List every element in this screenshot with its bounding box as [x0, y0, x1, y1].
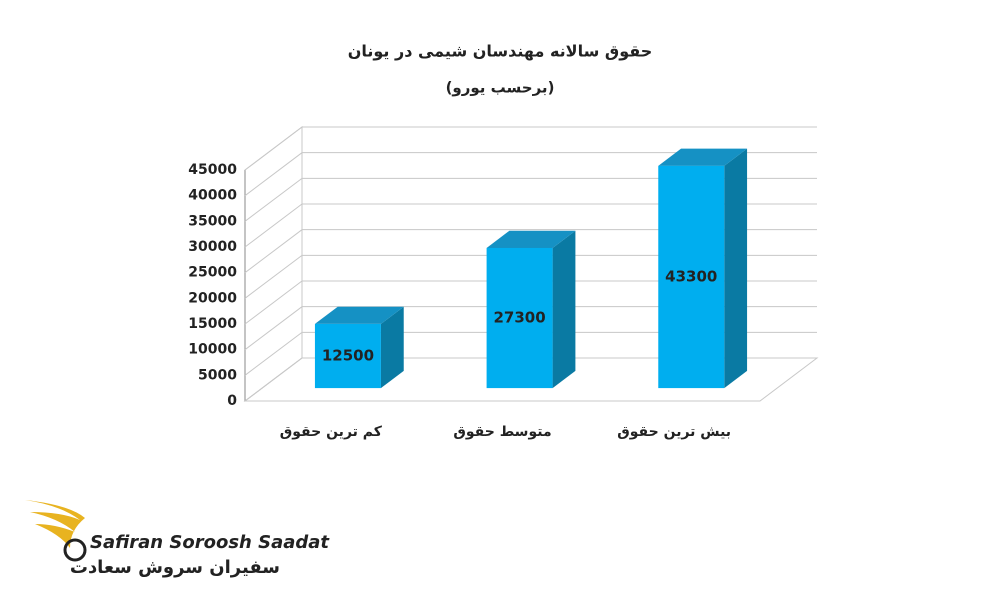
chart-title: حقوق سالانه مهندسان شیمی در یونان — [348, 42, 653, 61]
y-tick-label: 15000 — [188, 316, 237, 332]
y-tick-label: 30000 — [188, 239, 237, 255]
grid-line — [244, 203, 817, 248]
value-label: 43300 — [665, 267, 717, 285]
y-tick-label: 20000 — [188, 290, 237, 306]
x-tick-label: متوسط حقوق — [453, 424, 551, 440]
chart-subtitle: (برحسب یورو) — [446, 79, 555, 97]
left-wall — [244, 125, 303, 403]
value-label: 12500 — [322, 347, 374, 365]
bar-side — [552, 230, 576, 389]
grid-line — [244, 280, 817, 325]
y-tick-label: 25000 — [188, 265, 237, 281]
y-tick-label: 0 — [227, 393, 237, 409]
bar-side — [724, 148, 748, 389]
x-tick-label: بیش ترین حقوق — [617, 424, 731, 440]
grid-line — [244, 229, 817, 274]
bar-top — [486, 230, 576, 248]
value-label: 27300 — [494, 309, 546, 327]
y-tick-label: 45000 — [188, 162, 237, 178]
bar — [658, 165, 725, 389]
bar — [314, 323, 381, 389]
grid-line — [244, 177, 817, 222]
y-tick-label: 35000 — [188, 213, 237, 229]
bar-top — [314, 306, 404, 324]
bar — [486, 247, 553, 389]
logo-persian: سفیران سروش سعادت — [70, 557, 280, 578]
grid-line — [244, 357, 817, 402]
logo-latin: Safiran Soroosh Saadat — [90, 532, 330, 553]
grid-line — [244, 126, 817, 171]
grid-line — [244, 331, 817, 376]
bar-side — [380, 306, 404, 389]
x-tick-label: کم ترین حقوق — [280, 424, 383, 440]
logo-ring — [63, 538, 87, 562]
grid-line — [244, 254, 817, 299]
grid-line — [244, 152, 817, 197]
grid-line — [244, 306, 817, 351]
bar-top — [658, 148, 748, 166]
y-tick-label: 5000 — [198, 367, 237, 383]
logo-wing — [25, 500, 85, 548]
y-tick-label: 40000 — [188, 188, 237, 204]
y-tick-label: 10000 — [188, 342, 237, 358]
logo: Safiran Soroosh Saadat سفیران سروش سعادت — [25, 500, 330, 578]
